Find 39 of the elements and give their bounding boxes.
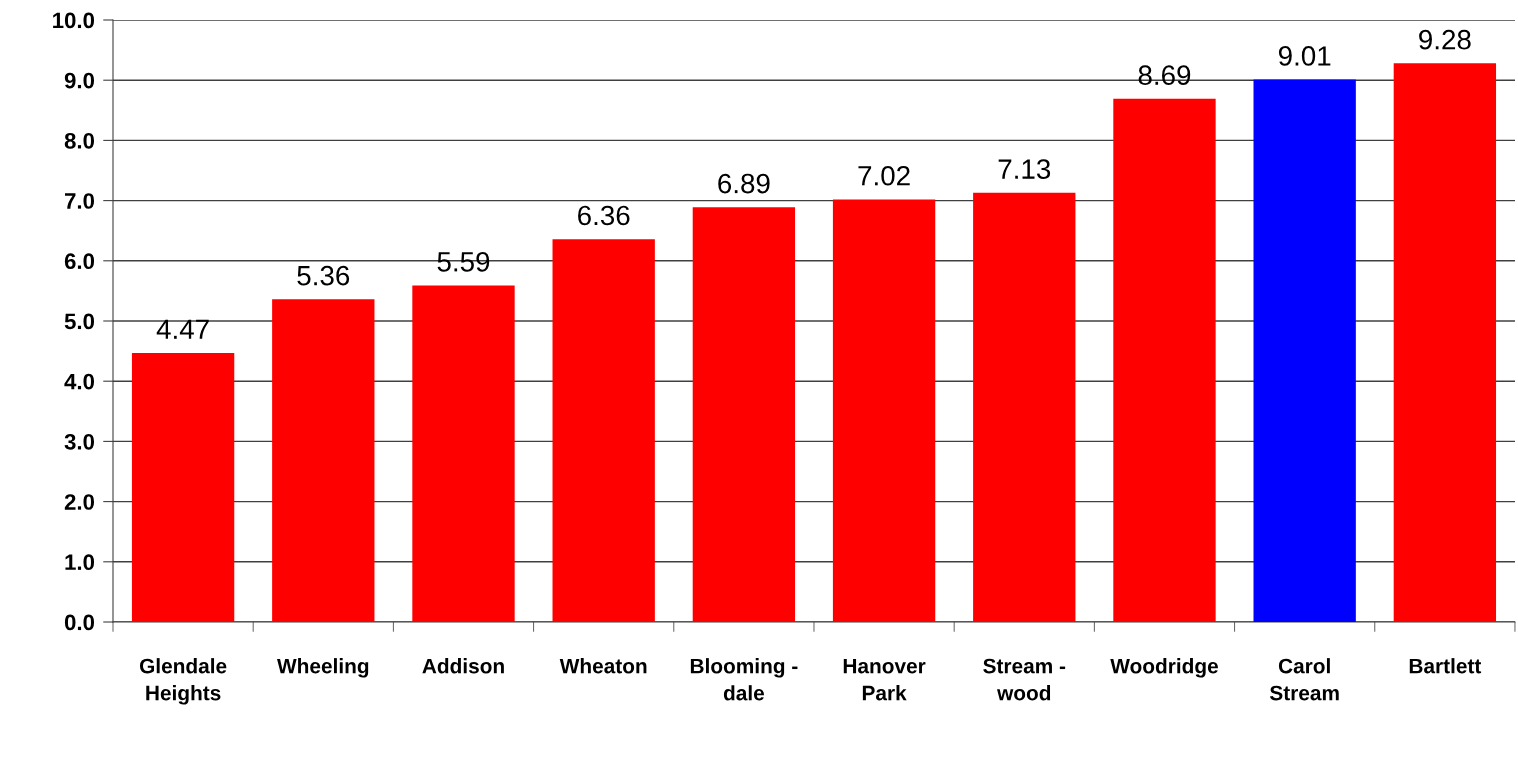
y-tick-label: 9.0	[64, 72, 95, 89]
data-label: 4.47	[156, 319, 209, 339]
bar	[1253, 79, 1356, 622]
y-tick-label: 4.0	[64, 373, 95, 390]
data-label: 7.02	[858, 165, 910, 186]
x-tick-label: Carol Stream	[1269, 658, 1339, 701]
bar	[832, 199, 936, 622]
bar	[272, 299, 375, 622]
y-tick-label: 8.0	[64, 132, 95, 149]
bar	[973, 192, 1076, 622]
y-tick-label: 1.0	[65, 554, 95, 571]
bar	[412, 285, 515, 622]
x-tick-label: Blooming - dale	[690, 658, 798, 701]
y-tick-label: 10.0	[53, 12, 95, 29]
bar	[1393, 63, 1497, 622]
x-tick-label: Addison	[422, 658, 504, 674]
data-label: 5.36	[297, 265, 350, 286]
x-tick-label: Wheaton	[559, 658, 647, 674]
x-tick-label: Glendale Heights	[139, 658, 227, 705]
y-tick-label: 2.0	[64, 494, 95, 510]
bar	[552, 239, 655, 622]
y-tick-label: 7.0	[65, 193, 95, 209]
x-tick-label: Hanover Park	[843, 658, 926, 701]
y-tick-label: 0.0	[64, 614, 95, 631]
data-label: 6.36	[578, 205, 630, 226]
y-tick-label: 3.0	[64, 433, 95, 450]
bar	[692, 207, 796, 622]
data-label: 9.01	[1278, 46, 1331, 66]
y-tick-label: 6.0	[64, 253, 95, 270]
y-tick-label: 5.0	[64, 313, 95, 330]
x-tick-label: Woodridge	[1110, 658, 1218, 678]
x-tick-label: Bartlett	[1409, 658, 1482, 674]
data-label: 9.28	[1419, 29, 1471, 50]
bar	[1113, 98, 1216, 622]
data-label: 6.89	[718, 173, 770, 194]
bar	[131, 352, 235, 622]
x-tick-label: Wheeling	[277, 658, 369, 678]
data-label: 7.13	[998, 159, 1051, 179]
x-tick-label: Stream - wood	[983, 658, 1066, 701]
